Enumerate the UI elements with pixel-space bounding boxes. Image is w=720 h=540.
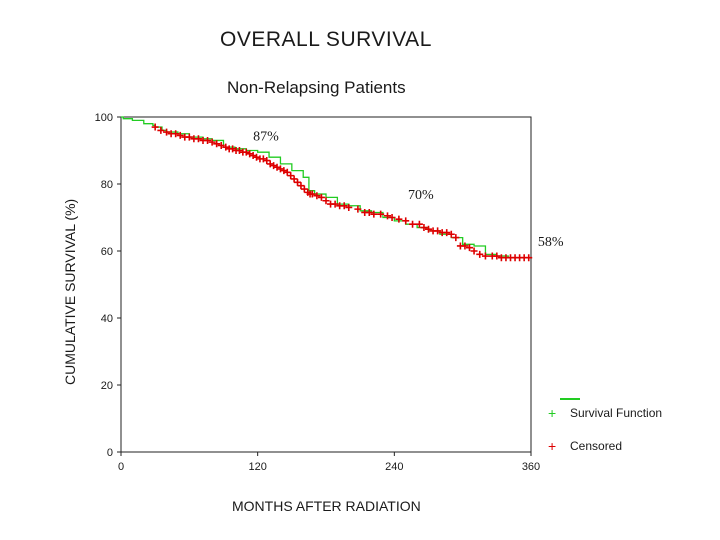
censored-mark [317, 193, 325, 201]
censored-mark [313, 192, 321, 200]
censored-mark [283, 168, 291, 176]
censored-mark [185, 133, 193, 141]
censored-mark [420, 224, 428, 232]
censored-mark [461, 242, 469, 250]
annotation-label: 58% [538, 235, 564, 250]
y-tick-label: 0 [107, 447, 113, 459]
censored-mark [443, 229, 451, 237]
censored-mark [395, 215, 403, 223]
censored-mark [157, 126, 165, 134]
censored-mark [300, 185, 308, 193]
censored-mark [415, 220, 423, 228]
y-tick-label: 80 [101, 179, 113, 191]
censored-mark [525, 254, 533, 262]
censored-mark [470, 247, 478, 255]
censored-mark [290, 175, 298, 183]
censored-mark [345, 203, 353, 211]
y-tick-label: 60 [101, 246, 113, 258]
censored-mark [365, 208, 373, 216]
censored-mark [340, 202, 348, 210]
legend-survival-marker: + [548, 405, 556, 421]
censored-mark [354, 205, 362, 213]
legend-survival-label: Survival Function [570, 406, 662, 420]
chart-title: OVERALL SURVIVAL [220, 28, 432, 51]
censored-mark [294, 178, 302, 186]
legend: + Survival Function + Censored [548, 398, 662, 454]
censored-mark [370, 210, 378, 218]
censored-mark [163, 128, 171, 136]
censored-mark [402, 217, 410, 225]
censored-mark [194, 135, 202, 143]
censored-mark [208, 138, 216, 146]
x-tick-label: 120 [248, 461, 266, 473]
x-axis: 0 120 240 360 [118, 452, 540, 473]
y-tick-label: 100 [95, 112, 113, 124]
censored-mark [409, 220, 417, 228]
survival-function-line [121, 116, 531, 259]
censored-mark [481, 252, 489, 260]
y-tick-label: 40 [101, 313, 113, 325]
plot-frame [120, 116, 532, 453]
x-tick-label: 360 [522, 461, 540, 473]
censored-mark [322, 197, 330, 205]
annotation-label: 70% [408, 188, 434, 203]
censored-mark [493, 252, 501, 260]
annotation-label: 87% [253, 129, 279, 144]
censored-mark [172, 130, 180, 138]
y-tick-label: 20 [101, 380, 113, 392]
x-tick-label: 0 [118, 461, 124, 473]
legend-censored-marker: + [548, 438, 556, 454]
survival-function-series [121, 116, 531, 259]
censored-mark [297, 182, 305, 190]
censored-mark [452, 234, 460, 242]
censored-mark [434, 227, 442, 235]
censored-mark [476, 250, 484, 258]
censored-mark [176, 131, 184, 139]
censored-mark [308, 190, 316, 198]
legend-censored-label: Censored [570, 439, 622, 453]
censored-mark [263, 157, 271, 165]
censored-mark [151, 123, 159, 131]
censored-mark [204, 136, 212, 144]
censored-mark [425, 225, 432, 233]
censored-mark [384, 212, 391, 220]
censored-mark [447, 230, 455, 238]
censored-mark [466, 244, 473, 252]
censored-mark [217, 141, 225, 149]
x-tick-label: 240 [385, 461, 403, 473]
y-axis: 0 20 40 60 80 100 [95, 112, 121, 459]
x-axis-label: MONTHS AFTER RADIATION [232, 498, 421, 514]
censored-mark [331, 200, 339, 208]
censored-mark [213, 140, 221, 148]
censored-mark [287, 172, 295, 180]
chart-subtitle: Non-Relapsing Patients [227, 78, 406, 97]
annotations: 87% 70% 58% [253, 129, 564, 250]
censored-mark [388, 214, 396, 221]
censored-mark [377, 210, 385, 218]
censored-series [151, 123, 533, 262]
